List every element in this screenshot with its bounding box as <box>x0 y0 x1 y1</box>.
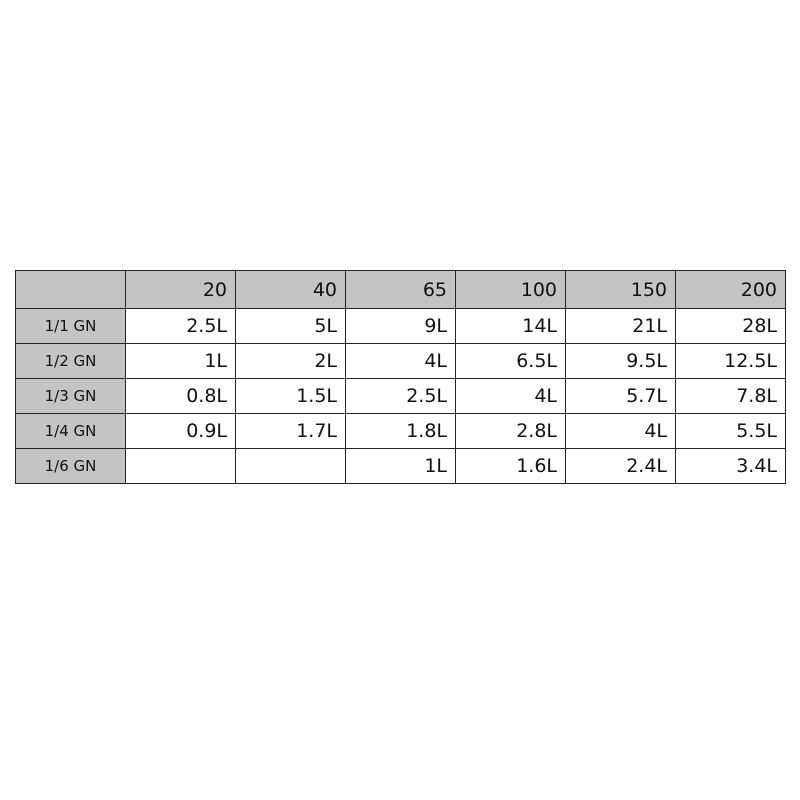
table-cell: 0.8L <box>125 378 236 414</box>
table-cell <box>125 448 236 484</box>
table-cell: 4L <box>345 343 456 379</box>
table-cell: 5.5L <box>675 413 786 449</box>
table-cell: 21L <box>565 308 676 344</box>
table-cell: 2.8L <box>455 413 566 449</box>
table-cell: 2.5L <box>125 308 236 344</box>
column-header: 150 <box>565 270 676 309</box>
row-label: 1/2 GN <box>15 343 126 379</box>
table-cell: 1L <box>345 448 456 484</box>
table-cell: 7.8L <box>675 378 786 414</box>
table-row: 1/1 GN 2.5L 5L 9L 14L 21L 28L <box>15 308 786 344</box>
table-cell: 0.9L <box>125 413 236 449</box>
column-header: 200 <box>675 270 786 309</box>
table-cell: 6.5L <box>455 343 566 379</box>
table-cell: 1L <box>125 343 236 379</box>
table-cell: 3.4L <box>675 448 786 484</box>
table-cell <box>235 448 346 484</box>
table-row: 1/4 GN 0.9L 1.7L 1.8L 2.8L 4L 5.5L <box>15 413 786 449</box>
table-cell: 9.5L <box>565 343 676 379</box>
table-row: 1/3 GN 0.8L 1.5L 2.5L 4L 5.7L 7.8L <box>15 378 786 414</box>
table-cell: 1.8L <box>345 413 456 449</box>
row-label: 1/1 GN <box>15 308 126 344</box>
row-label: 1/6 GN <box>15 448 126 484</box>
table-cell: 4L <box>565 413 676 449</box>
column-header: 20 <box>125 270 236 309</box>
table-cell: 1.7L <box>235 413 346 449</box>
row-label: 1/4 GN <box>15 413 126 449</box>
capacity-table: 20 40 65 100 150 200 1/1 GN 2.5L 5L 9L 14L 21L 28L 1/… <box>15 270 786 484</box>
table-row: 1/6 GN 1L 1.6L 2.4L 3.4L <box>15 448 786 484</box>
table-cell: 1.6L <box>455 448 566 484</box>
table-cell: 2.4L <box>565 448 676 484</box>
header-corner <box>15 270 126 309</box>
table-cell: 28L <box>675 308 786 344</box>
table-cell: 5.7L <box>565 378 676 414</box>
column-header: 40 <box>235 270 346 309</box>
table-cell: 4L <box>455 378 566 414</box>
table-row: 1/2 GN 1L 2L 4L 6.5L 9.5L 12.5L <box>15 343 786 379</box>
table-cell: 1.5L <box>235 378 346 414</box>
table-cell: 12.5L <box>675 343 786 379</box>
table-cell: 5L <box>235 308 346 344</box>
table-cell: 2L <box>235 343 346 379</box>
table-cell: 9L <box>345 308 456 344</box>
header-row: 20 40 65 100 150 200 <box>15 270 786 309</box>
table-cell: 14L <box>455 308 566 344</box>
table-cell: 2.5L <box>345 378 456 414</box>
column-header: 100 <box>455 270 566 309</box>
column-header: 65 <box>345 270 456 309</box>
row-label: 1/3 GN <box>15 378 126 414</box>
